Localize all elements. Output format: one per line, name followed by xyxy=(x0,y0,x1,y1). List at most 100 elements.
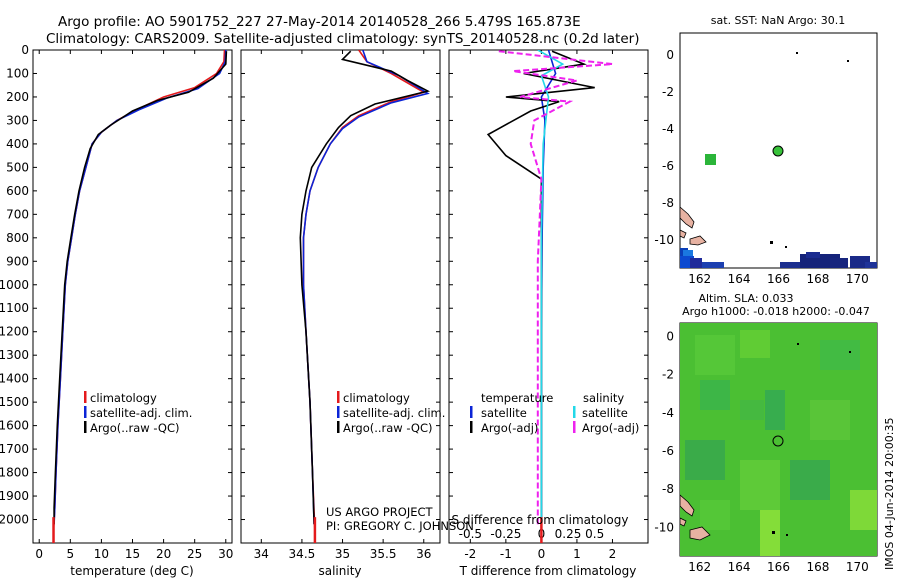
y-tick-label: 1800 xyxy=(0,466,29,480)
sla-cell xyxy=(850,490,877,530)
sla-cell xyxy=(820,340,860,370)
map-y-tick-label: -4 xyxy=(662,406,674,420)
difference-plot-frame xyxy=(448,49,649,544)
axes-layer: 0 5 10 15 20 25 300100200300400500600700800900… xyxy=(0,43,869,574)
map-y-tick-label: -8 xyxy=(662,196,674,210)
series-line-salinity-satellite xyxy=(537,50,565,532)
sst-cell xyxy=(780,262,804,268)
pi-credit: PI: GREGORY C. JOHNSON xyxy=(326,519,474,533)
map-x-tick-label: 162 xyxy=(688,272,711,286)
legend-swatch-climatology xyxy=(337,391,340,403)
legend-swatch-t-argo xyxy=(470,421,473,433)
map-x-tick-label: 168 xyxy=(806,560,829,574)
series-line-temperature-satellite xyxy=(540,50,557,532)
map-y-tick-label: -10 xyxy=(654,520,674,534)
legend-swatch-argo xyxy=(84,421,87,433)
legend-label-s-argo: Argo(-adj) xyxy=(582,421,639,435)
series-line-argo-raw-qc- xyxy=(53,51,228,525)
series-line-climatology xyxy=(302,50,426,532)
y-tick-label: 1600 xyxy=(0,419,29,433)
sla-argo-position xyxy=(772,435,784,447)
map-y-tick-label: 0 xyxy=(666,48,674,62)
map-x-tick-label: 170 xyxy=(846,560,869,574)
x-tick-label: 15 xyxy=(125,547,140,561)
legend-label-t-satellite: satellite xyxy=(481,406,527,420)
sst-argo-marker xyxy=(705,154,716,165)
speck xyxy=(797,343,799,345)
x-tick-label: 35 xyxy=(335,547,350,561)
legend-swatch-climatology xyxy=(84,391,87,403)
temperature-series-group xyxy=(52,50,228,543)
legend-swatch-satellite xyxy=(337,406,340,418)
top-x-tick-label: -0.5 xyxy=(459,527,482,541)
y-tick-label: 1500 xyxy=(0,395,29,409)
speck xyxy=(847,60,849,62)
sla-map xyxy=(679,322,878,557)
salinity-legend: climatology satellite-adj. clim. Argo(..… xyxy=(337,391,445,435)
legend-swatch-satellite xyxy=(84,406,87,418)
sla-map-title1: Altim. SLA: 0.033 xyxy=(698,292,793,305)
x-tick-label: 35.5 xyxy=(370,547,397,561)
map-y-tick-label: -8 xyxy=(662,482,674,496)
top-x-tick-label: -0.25 xyxy=(490,527,521,541)
x-tick-label: 1 xyxy=(573,547,581,561)
sst-argo-position xyxy=(772,145,784,157)
project-credit: US ARGO PROJECT xyxy=(326,505,434,519)
header-line1: Argo profile: AO 5901752_227 27-May-2014… xyxy=(58,14,581,30)
x-tick-label: -1 xyxy=(500,547,512,561)
island-shape xyxy=(680,229,687,239)
sst-cell xyxy=(865,262,877,268)
sla-cell xyxy=(700,380,730,410)
y-tick-label: 1100 xyxy=(0,301,29,315)
salinity-plot-frame xyxy=(240,49,441,544)
y-tick-label: 1300 xyxy=(0,348,29,362)
legend-swatch-s-satellite xyxy=(573,406,576,418)
y-tick-label: 900 xyxy=(6,254,29,268)
map-x-tick-label: 164 xyxy=(728,272,751,286)
legend-label-climatology: climatology xyxy=(90,391,157,405)
y-tick-label: 500 xyxy=(6,160,29,174)
map-x-tick-label: 164 xyxy=(728,560,751,574)
legend-label-satellite: satellite-adj. clim. xyxy=(90,406,192,420)
y-tick-label: 1900 xyxy=(0,489,29,503)
salinity-series-group xyxy=(299,50,431,543)
y-tick-label: 700 xyxy=(6,207,29,221)
island-shape xyxy=(689,526,711,541)
sla-map-title2: Argo h1000: -0.018 h2000: -0.047 xyxy=(682,305,870,318)
sla-cell xyxy=(760,510,780,556)
map-y-tick-label: -6 xyxy=(662,444,674,458)
sla-map-content xyxy=(680,323,877,556)
speck xyxy=(796,52,798,54)
y-tick-label: 400 xyxy=(6,137,29,151)
sst-cell xyxy=(683,250,693,258)
profile-lines xyxy=(52,50,613,543)
map-x-tick-label: 170 xyxy=(846,272,869,286)
series-line-climatology xyxy=(52,50,226,532)
legend-swatch-argo xyxy=(337,421,340,433)
map-y-tick-label: -4 xyxy=(662,122,674,136)
sla-cell xyxy=(740,400,764,420)
sla-cell xyxy=(765,390,785,430)
sst-cell xyxy=(702,262,724,268)
map-y-tick-label: -6 xyxy=(662,159,674,173)
x-tick-label: 25 xyxy=(187,547,202,561)
speck xyxy=(770,241,773,244)
sla-cell xyxy=(695,335,735,375)
map-y-tick-label: -2 xyxy=(662,85,674,99)
legend-label-argo: Argo(..raw -QC) xyxy=(343,421,433,435)
sla-cell xyxy=(685,440,725,480)
legend-label-s-satellite: satellite xyxy=(582,406,628,420)
sst-map-title: sat. SST: NaN Argo: 30.1 xyxy=(711,14,845,27)
map-x-tick-label: 166 xyxy=(767,272,790,286)
y-tick-label: 300 xyxy=(6,113,29,127)
legend-label-argo: Argo(..raw -QC) xyxy=(90,421,180,435)
speck xyxy=(786,534,788,536)
x-tick-label: 0 xyxy=(35,547,43,561)
y-tick-label: 0 xyxy=(21,43,29,57)
series-line-satellite-adj-clim- xyxy=(302,50,430,525)
difference-series-group xyxy=(486,50,613,543)
speck xyxy=(849,351,851,353)
side-stamp: IMOS 04-Jun-2014 20:00:35 xyxy=(883,417,896,570)
sst-cell xyxy=(806,252,820,258)
y-tick-label: 800 xyxy=(6,231,29,245)
